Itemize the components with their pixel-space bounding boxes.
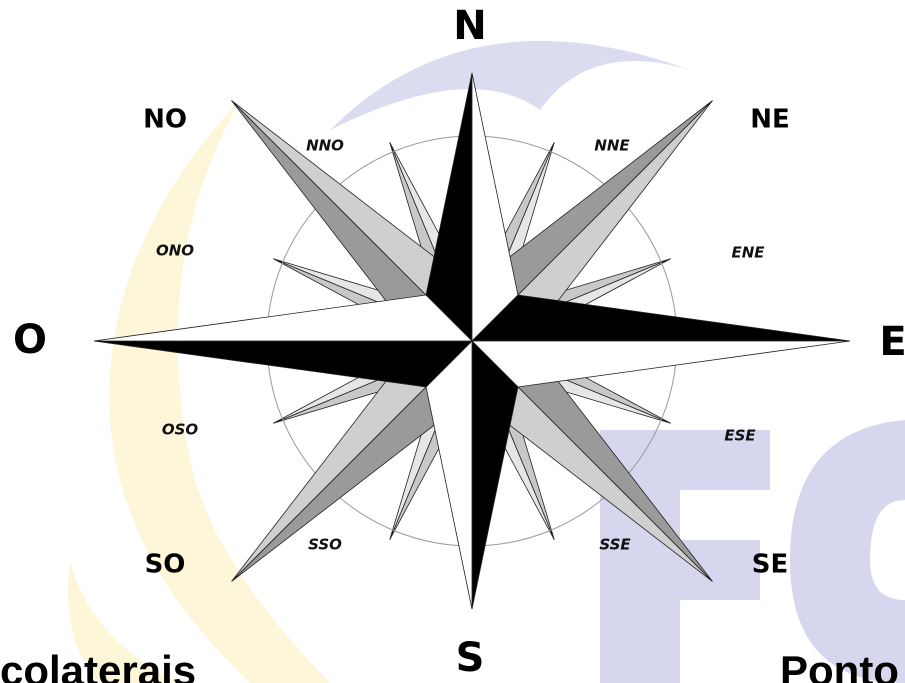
intercardinal-label: NE	[750, 105, 790, 135]
cardinal-label: E	[879, 319, 905, 365]
watermark-arc	[330, 41, 690, 130]
cardinal-label: N	[453, 3, 486, 49]
intercardinal-label: NO	[143, 105, 187, 135]
cardinal-point	[426, 341, 472, 609]
secondary-label: ESE	[724, 427, 756, 445]
secondary-label: NNE	[594, 137, 630, 155]
secondary-label: SSE	[599, 536, 631, 554]
secondary-label: OSO	[162, 421, 199, 439]
cardinal-point	[426, 73, 472, 341]
intercardinal-label: SO	[145, 550, 186, 580]
page: N E S O NE SE SO NO NNE ENE ESE SSE SSO …	[0, 0, 905, 683]
intercardinal-label: SE	[752, 550, 789, 580]
cardinal-point	[472, 341, 518, 609]
caption: Ponto	[780, 647, 899, 683]
secondary-label: SSO	[308, 536, 342, 554]
secondary-label: ONO	[156, 242, 194, 260]
watermark-flame	[109, 100, 330, 683]
compass-diagram: N E S O NE SE SO NO NNE ENE ESE SSE SSO …	[0, 0, 905, 683]
cardinal-point	[472, 295, 850, 341]
cardinal-point	[472, 73, 518, 341]
cardinal-label: O	[13, 317, 47, 363]
cardinal-point	[472, 341, 850, 387]
watermark-letter-c	[790, 420, 905, 683]
caption: colaterais	[0, 647, 196, 683]
cardinal-label: S	[456, 635, 485, 681]
secondary-label: NNO	[306, 137, 344, 155]
secondary-label: ENE	[731, 244, 765, 262]
